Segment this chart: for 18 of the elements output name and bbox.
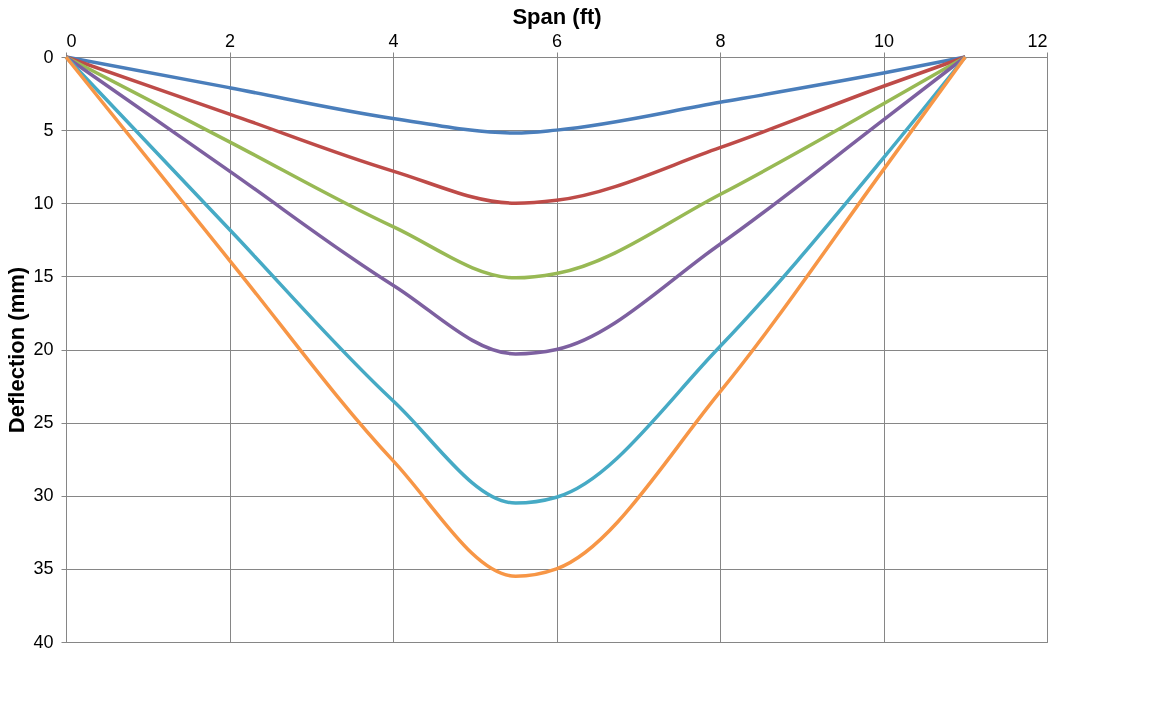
- y-tick-label: 30: [33, 485, 54, 506]
- y-tick-label: 0: [43, 46, 54, 67]
- x-tick-label: 10: [873, 30, 895, 51]
- x-tick-label: 2: [224, 30, 236, 51]
- y-axis-title: Deflection (mm): [4, 266, 30, 434]
- x-axis-title: Span (ft): [512, 3, 602, 29]
- y-tick-label: 35: [33, 558, 54, 579]
- y-tick-label: 20: [33, 339, 54, 359]
- x-tick-label: 4: [388, 30, 399, 51]
- y-tick-label: 15: [33, 265, 54, 286]
- y-tick-label: 25: [33, 412, 54, 433]
- x-tick-label: 6: [551, 30, 563, 51]
- x-tick-label: 12: [1027, 30, 1048, 51]
- x-tick-label: 0: [66, 30, 77, 51]
- y-tick-label: 5: [43, 119, 54, 140]
- x-tick-label: 8: [715, 30, 726, 51]
- y-tick-label: 10: [33, 192, 54, 213]
- y-tick-label: 40: [33, 631, 54, 652]
